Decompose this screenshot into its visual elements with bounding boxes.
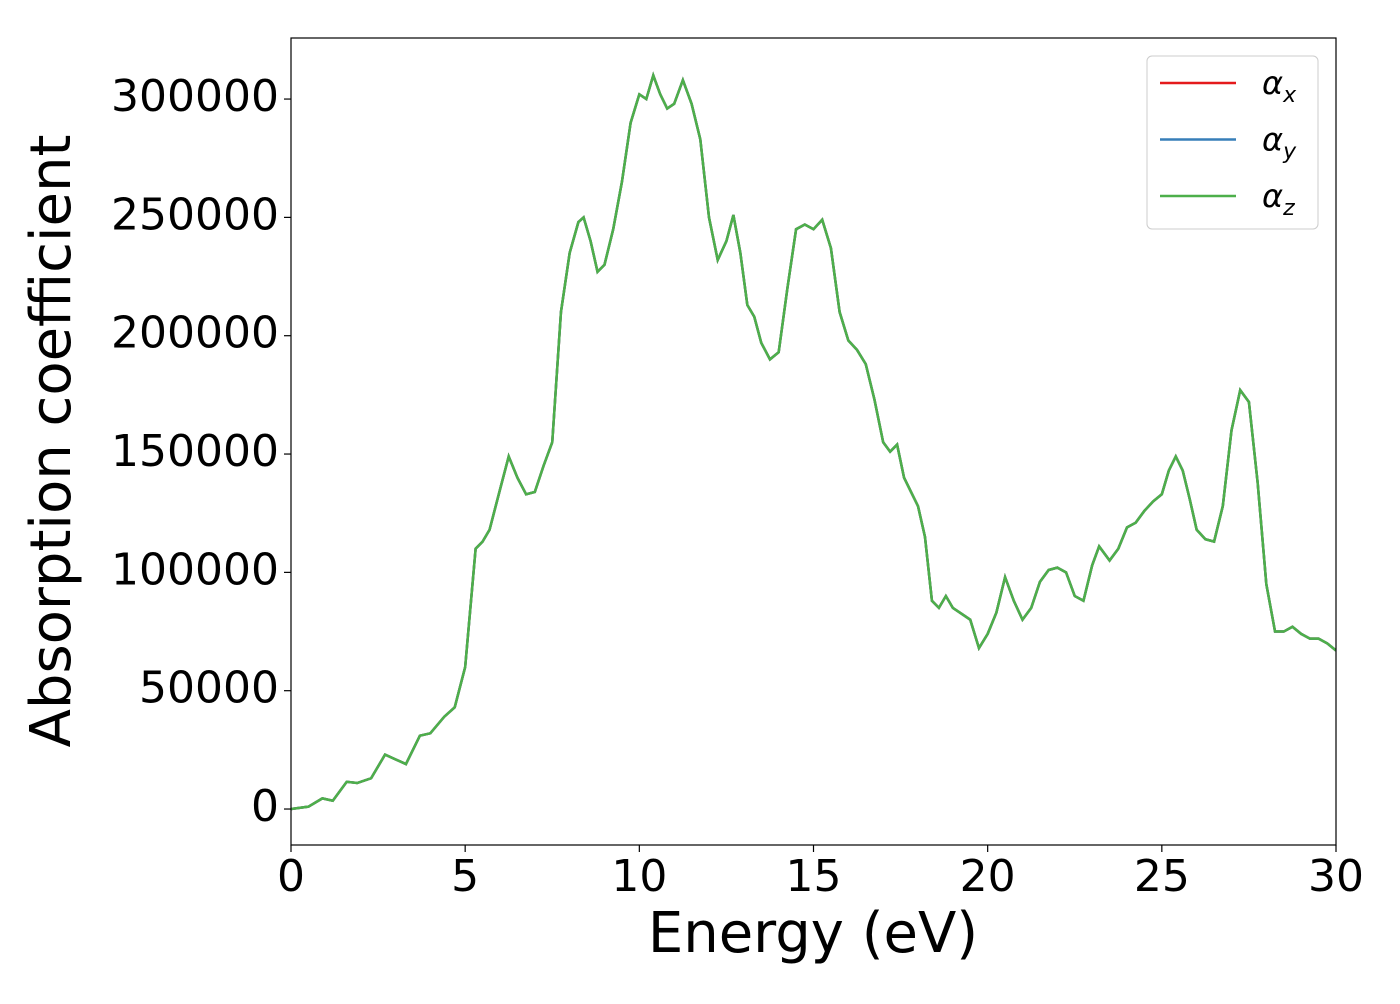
legend-label: αz [1262,177,1295,221]
legend: αx αy αz [1146,55,1319,230]
y-tick-label: 200000 [111,308,279,359]
x-tick-label: 0 [277,851,305,902]
y-tick-label: 250000 [111,189,279,240]
y-tick-label: 100000 [111,544,279,595]
legend-label: αy [1262,121,1297,165]
legend-label: αx [1262,64,1297,108]
x-tick-label: 25 [1134,851,1190,902]
x-tick-label: 20 [960,851,1016,902]
y-tick-label: 300000 [111,71,279,122]
legend-box [1146,55,1319,230]
data-line [291,71,1336,811]
x-tick-label: 30 [1308,851,1364,902]
y-axis-label: Absorption coefficient [19,135,84,748]
x-tick-label: 15 [786,851,842,902]
y-tick-label: 150000 [111,426,279,477]
y-tick-label: 50000 [139,663,279,714]
x-tick-label: 5 [451,851,479,902]
plot-frame [290,37,1337,846]
x-axis-label: Energy (eV) [648,901,978,966]
y-tick-label: 0 [251,781,279,832]
x-tick-label: 10 [611,851,667,902]
